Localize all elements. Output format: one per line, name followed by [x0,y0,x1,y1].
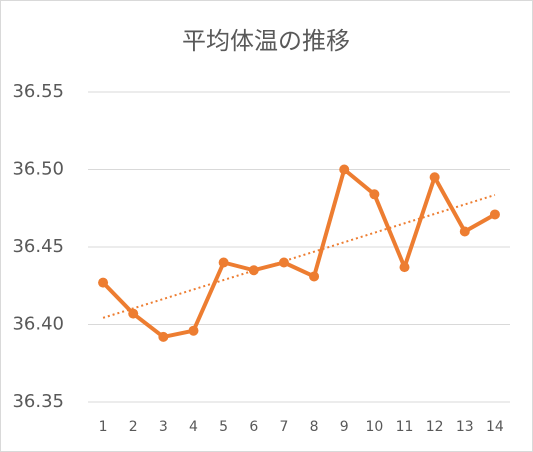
y-tick-label: 36.45 [12,236,64,257]
y-tick-label: 36.50 [12,159,64,180]
x-tick-label: 10 [365,419,383,435]
data-point [218,257,229,268]
data-point [188,325,199,336]
x-tick-label: 13 [456,419,474,435]
data-point [158,331,169,342]
x-tick-label: 11 [396,419,414,435]
data-point [98,277,109,288]
data-point [489,209,500,220]
x-tick-label: 7 [279,419,288,435]
data-point [429,172,440,183]
x-tick-label: 6 [249,419,258,435]
x-tick-label: 14 [486,419,504,435]
data-point [309,271,320,282]
data-point [399,262,410,273]
data-point [369,189,380,200]
x-tick-label: 1 [99,419,108,435]
x-tick-label: 5 [219,419,228,435]
chart-title: 平均体温の推移 [182,27,350,55]
line-series [101,167,496,339]
x-tick-label: 8 [310,419,319,435]
y-tick-label: 36.35 [12,391,64,412]
data-point [248,265,259,276]
x-tick-label: 3 [159,419,168,435]
x-tick-label: 12 [426,419,444,435]
x-tick-label: 4 [189,419,198,435]
data-point [339,164,350,175]
y-tick-label: 36.55 [12,81,64,102]
y-tick-label: 36.40 [12,314,64,335]
trendline [102,194,496,319]
x-tick-label: 2 [129,419,138,435]
data-point [459,226,470,237]
x-tick-label: 9 [340,419,349,435]
data-point [278,257,289,268]
data-point [128,308,139,319]
